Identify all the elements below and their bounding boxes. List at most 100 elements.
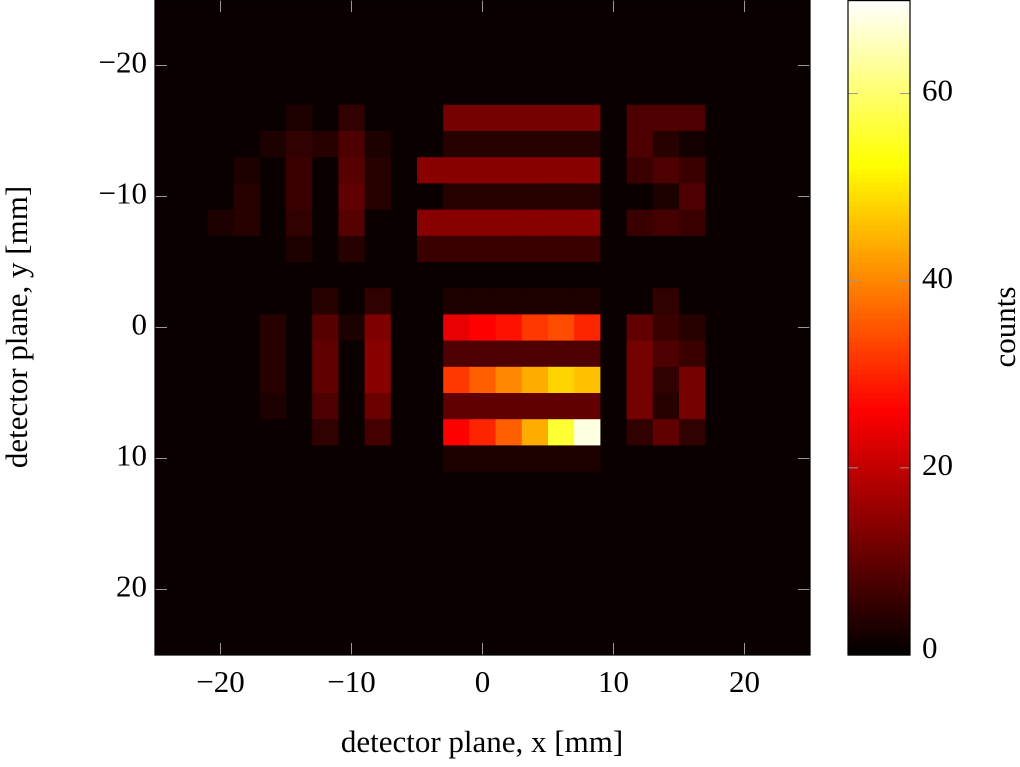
colorbar-strip [848,519,910,525]
heatmap-cell [600,52,628,80]
heatmap-cell [286,628,313,655]
colorbar-strip [848,299,910,305]
heatmap-cell [469,288,497,315]
heatmap-cell [783,550,810,577]
colorbar-strip [848,112,910,118]
heatmap-cell [574,314,601,342]
heatmap-cell [521,209,549,237]
heatmap-cell [574,524,601,551]
heatmap-cell [443,288,470,315]
colorbar-tick-label: 60 [922,73,953,108]
heatmap-cell [574,157,601,184]
heatmap-cell [286,314,313,342]
heatmap-cell [705,235,732,263]
colorbar-strip [848,388,910,394]
colorbar-strip [848,318,910,324]
heatmap-cell [783,157,810,184]
heatmap-cell [495,262,523,289]
heatmap-cell [705,419,732,446]
heatmap-cell [548,262,575,289]
heatmap-cell [181,235,208,263]
colorbar-strip [848,416,910,422]
heatmap-cell [626,235,654,263]
heatmap-cell [286,262,313,289]
colorbar-strip [848,435,910,441]
heatmap-cell [548,26,575,53]
colorbar-strip [848,650,910,656]
colorbar-strip [848,65,910,71]
heatmap-cell [757,131,785,158]
heatmap-cell [600,157,628,184]
heatmap-cell [757,104,785,132]
heatmap-cell [259,497,287,525]
colorbar-strip [848,70,910,76]
heatmap-cell [757,340,785,368]
heatmap-cell [338,393,366,420]
heatmap-cell [417,314,444,342]
heatmap-cell [207,576,235,604]
heatmap-cell [181,497,208,525]
heatmap-cell [626,550,654,577]
heatmap-cell [626,26,654,53]
heatmap-cell [181,602,208,630]
colorbar-strip [848,500,910,506]
colorbar-strip [848,219,910,226]
y-tick-label: −10 [99,176,147,211]
heatmap-cell [207,366,235,394]
heatmap-cell [181,524,208,551]
heatmap-cell [574,497,601,525]
heatmap-cell [390,262,418,289]
heatmap-cell [390,314,418,342]
heatmap-cell [417,628,444,655]
heatmap-cell [600,602,628,630]
heatmap-cell [443,131,470,158]
heatmap-cell [207,550,235,577]
heatmap-cell [233,157,261,184]
colorbar-strip [848,369,910,375]
heatmap-cell [731,314,759,342]
heatmap-cell [521,183,549,211]
heatmap-cell [626,393,654,420]
heatmap-cell [705,550,732,577]
colorbar-strip [848,182,910,188]
heatmap-cell [207,445,235,473]
colorbar-strip [848,566,910,572]
heatmap-cell [390,78,418,106]
heatmap-cell [679,78,706,106]
heatmap-cell [364,471,392,499]
heatmap-cell [155,340,182,368]
heatmap-cell [338,602,366,630]
heatmap-cell [390,497,418,525]
heatmap-cell [626,471,654,499]
heatmap-cell [626,366,654,394]
colorbar-tick-label: 40 [922,260,953,295]
colorbar-strip [848,23,910,29]
heatmap-cell [495,104,523,132]
heatmap-cell [181,26,208,53]
heatmap-cell [521,550,549,577]
heatmap-cell [548,52,575,80]
colorbar-strip [848,262,910,268]
heatmap-cell [443,393,470,420]
heatmap-cell [757,26,785,53]
heatmap-cell [626,104,654,132]
heatmap-cell [521,0,549,27]
heatmap-cell [338,366,366,394]
colorbar-strip [848,327,910,333]
colorbar-strip [848,542,910,548]
heatmap-cell [548,183,575,211]
colorbar-strip [848,617,910,623]
colorbar-strip [848,411,910,417]
heatmap-cell [679,262,706,289]
heatmap-cell [181,78,208,106]
heatmap-cell [417,550,444,577]
heatmap-cell [259,288,287,315]
heatmap-cell [652,262,680,289]
colorbar-strip [848,149,910,155]
heatmap-cell [783,209,810,237]
heatmap-cell [417,471,444,499]
colorbar-strip [848,60,910,67]
heatmap-cell [233,288,261,315]
heatmap-cell [705,340,732,368]
heatmap-cell [783,602,810,630]
